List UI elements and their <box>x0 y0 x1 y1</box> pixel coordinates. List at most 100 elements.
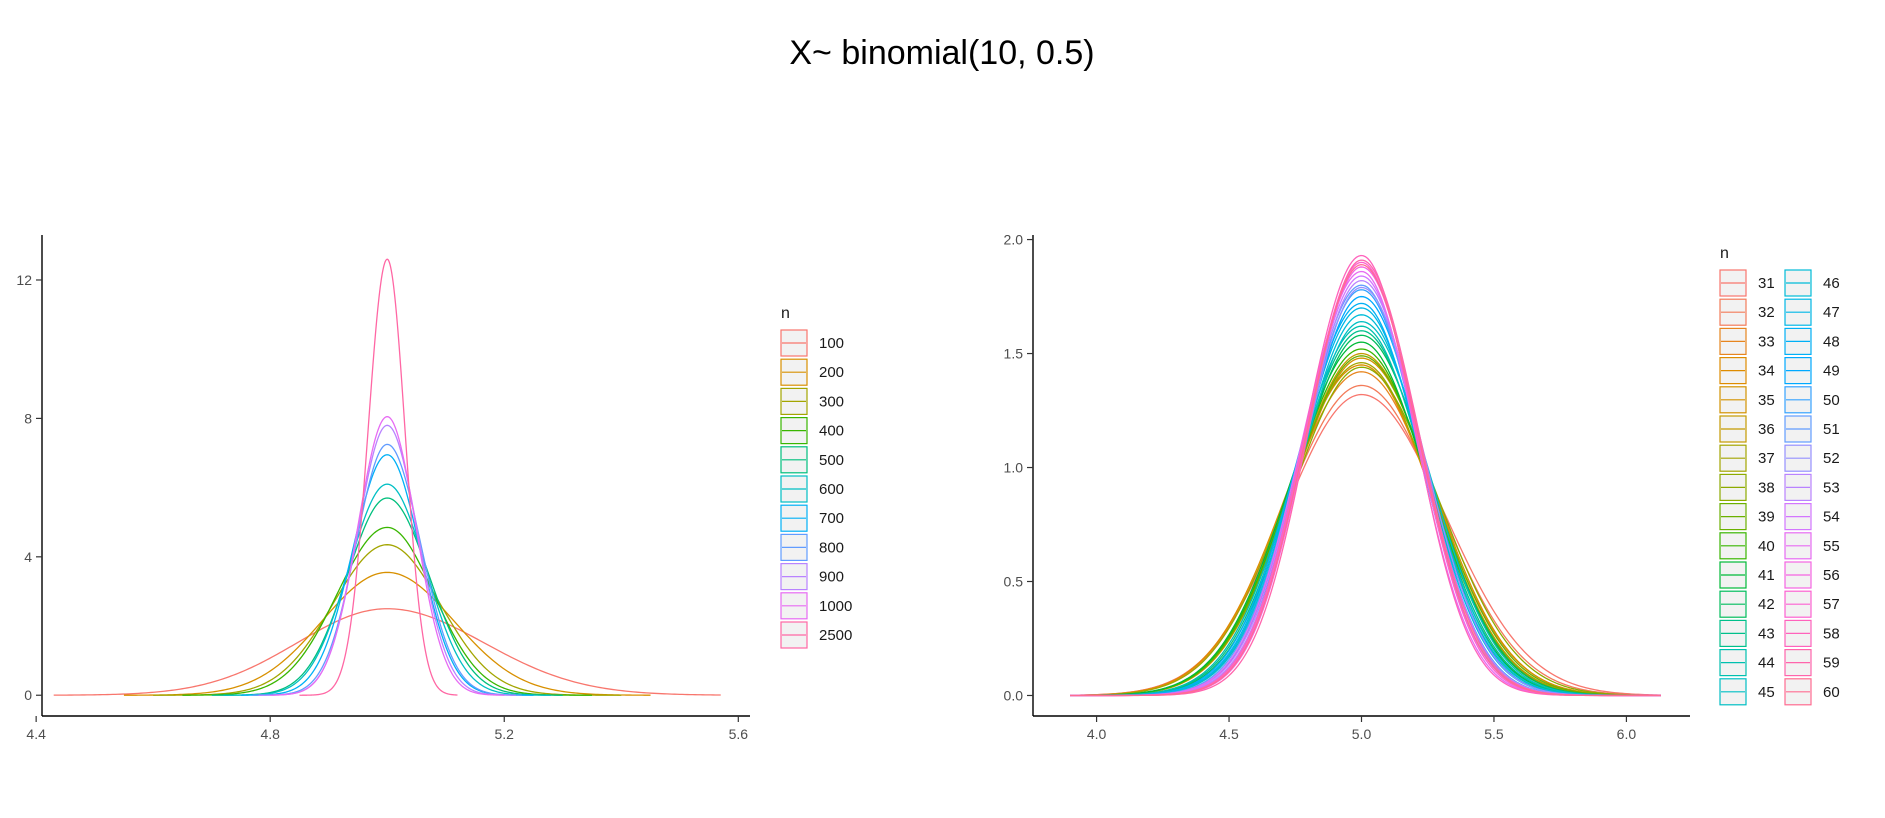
legend-label: 57 <box>1823 596 1840 613</box>
legend-item-n-56: 56 <box>1784 561 1840 589</box>
legend-item-n-42: 42 <box>1719 590 1775 618</box>
legend-item-n-800: 800 <box>780 533 844 562</box>
legend-item-n-31: 31 <box>1719 269 1775 297</box>
legend-item-n-54: 54 <box>1784 503 1840 531</box>
legend-item-n-35: 35 <box>1719 386 1775 414</box>
legend-item-n-59: 59 <box>1784 648 1840 677</box>
legend-item-n-49: 49 <box>1784 357 1840 385</box>
legend-item-n-41: 41 <box>1719 561 1775 589</box>
legend-item-n-37: 37 <box>1719 444 1775 472</box>
x-tick-label: 5.0 <box>1352 726 1372 742</box>
legend-label: 48 <box>1823 333 1840 350</box>
legend-label: 900 <box>819 569 844 586</box>
legend-item-n-50: 50 <box>1784 386 1840 414</box>
legend-label: 600 <box>819 481 844 498</box>
legend-label: 56 <box>1823 567 1840 584</box>
legend-label: 52 <box>1823 450 1840 467</box>
legend-item-n-36: 36 <box>1719 415 1775 443</box>
legend-item-n-58: 58 <box>1784 619 1840 648</box>
legend-item-n-300: 300 <box>780 387 844 415</box>
legend-item-n-900: 900 <box>780 562 844 591</box>
legend-item-n-51: 51 <box>1784 415 1840 443</box>
legend-label: 60 <box>1823 684 1840 701</box>
legend-label: 41 <box>1758 567 1775 584</box>
legend-item-n-400: 400 <box>780 417 844 445</box>
legend-label: 40 <box>1758 538 1775 555</box>
x-tick-label: 4.0 <box>1087 726 1107 742</box>
x-tick-label: 4.8 <box>260 726 280 742</box>
x-tick-label: 5.6 <box>729 726 749 742</box>
legend-item-n-700: 700 <box>780 504 844 532</box>
legend: n 31 32 33 34 35 36 37 38 39 40 41 42 43 44 45 46 47 48 49 5… <box>1719 245 1840 706</box>
legend-title: n <box>781 305 790 322</box>
y-tick-label: 8 <box>24 410 32 426</box>
legend-item-n-40: 40 <box>1719 532 1775 560</box>
legend-item-n-500: 500 <box>780 446 844 474</box>
density-line-n-300 <box>153 544 622 696</box>
legend-label: 42 <box>1758 596 1775 613</box>
legend-label: 300 <box>819 393 844 410</box>
legend-label: 43 <box>1758 625 1775 642</box>
density-line-n-2500 <box>299 258 458 696</box>
legend-label: 32 <box>1758 304 1775 321</box>
legend-label: 34 <box>1758 363 1775 380</box>
y-tick-label: 0 <box>24 687 32 703</box>
legend-label: 49 <box>1823 363 1840 380</box>
y-tick-label: 1.0 <box>1004 460 1024 476</box>
legend-label: 100 <box>819 335 844 352</box>
legend-label: 400 <box>819 423 844 440</box>
legend-label: 37 <box>1758 450 1775 467</box>
legend-label: 800 <box>819 539 844 556</box>
legend-label: 1000 <box>819 598 852 615</box>
legend-label: 36 <box>1758 421 1775 438</box>
density-line-n-800 <box>252 443 522 696</box>
legend-item-n-47: 47 <box>1784 298 1840 326</box>
legend-item-n-48: 48 <box>1784 327 1840 355</box>
density-line-n-60 <box>1070 264 1661 697</box>
legend-item-n-55: 55 <box>1784 532 1840 560</box>
density-curves <box>1070 254 1661 697</box>
x-tick-label: 5.2 <box>495 726 515 742</box>
legend-label: 38 <box>1758 479 1775 496</box>
legend-label: 39 <box>1758 509 1775 526</box>
legend-label: 31 <box>1758 275 1775 292</box>
legend-item-n-100: 100 <box>780 329 844 357</box>
legend-item-n-1000: 1000 <box>780 592 852 620</box>
y-tick-label: 2.0 <box>1004 232 1024 248</box>
legend-item-n-32: 32 <box>1719 298 1775 326</box>
legend-item-n-39: 39 <box>1719 503 1775 531</box>
legend-label: 33 <box>1758 333 1775 350</box>
legend-item-n-200: 200 <box>780 358 844 386</box>
x-tick-label: 6.0 <box>1617 726 1637 742</box>
legend-label: 500 <box>819 452 844 469</box>
x-tick-label: 4.4 <box>26 726 46 742</box>
legend-label: 54 <box>1823 509 1840 526</box>
density-line-n-500 <box>211 497 563 696</box>
legend-label: 51 <box>1823 421 1840 438</box>
legend-label: 35 <box>1758 392 1775 409</box>
legend-item-n-53: 53 <box>1784 473 1840 501</box>
legend-item-n-45: 45 <box>1719 678 1775 706</box>
density-line-n-400 <box>182 526 593 696</box>
legend-title: n <box>1720 245 1729 262</box>
density-line-n-37 <box>1070 362 1661 697</box>
y-tick-label: 4 <box>24 549 32 565</box>
legend-item-n-34: 34 <box>1719 357 1775 385</box>
legend-item-n-57: 57 <box>1784 590 1840 618</box>
legend-item-n-52: 52 <box>1784 444 1840 472</box>
y-tick-label: 1.5 <box>1004 346 1024 362</box>
legend-item-n-60: 60 <box>1784 678 1840 706</box>
y-tick-label: 0.5 <box>1004 574 1024 590</box>
x-tick-label: 5.5 <box>1484 726 1504 742</box>
legend-label: 59 <box>1823 655 1840 672</box>
density-line-n-1000 <box>270 416 505 696</box>
legend-item-n-46: 46 <box>1784 269 1840 297</box>
legend-label: 46 <box>1823 275 1840 292</box>
y-tick-label: 0.0 <box>1004 687 1024 703</box>
legend: n 100 200 300 400 500 600 700 800 900 1000 2500 <box>780 305 852 649</box>
right-density-panel: 4.0 4.5 5.0 5.5 6.0 0.0 0.5 1.0 1.5 2.0 n 31 32 33 34 3… <box>1004 232 1840 742</box>
density-line-n-600 <box>223 483 552 696</box>
legend-label: 47 <box>1823 304 1840 321</box>
legend-item-n-600: 600 <box>780 475 844 503</box>
